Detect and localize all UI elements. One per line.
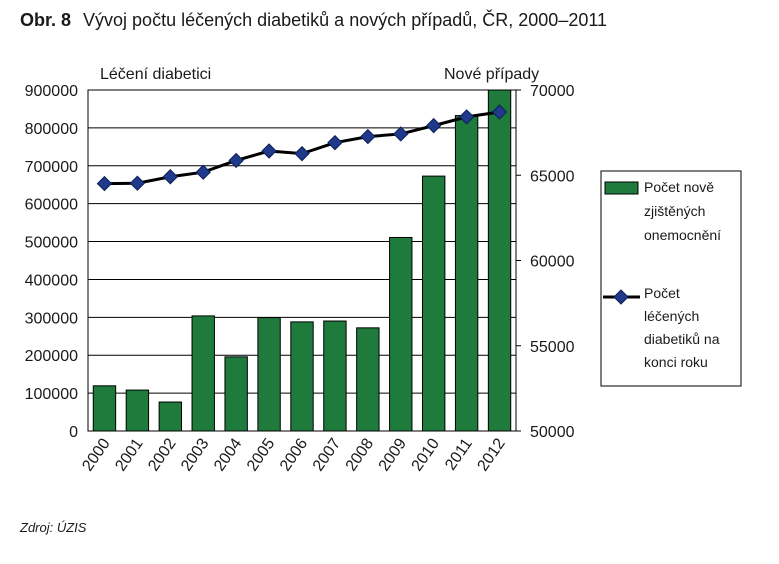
left-tick-label: 700000 (25, 159, 78, 176)
bar (257, 317, 281, 432)
x-tick-label: 2008 (343, 435, 377, 474)
series-marker (425, 117, 442, 134)
left-tick-label: 200000 (25, 348, 78, 365)
right-axis: 50000 55000 60000 65000 70000 (516, 83, 575, 441)
series-marker (129, 175, 146, 191)
x-tick-label: 2009 (376, 435, 410, 474)
left-tick-label: 0 (69, 424, 78, 441)
legend-label-line: Počet nově (644, 179, 714, 195)
legend-label-line: zjištěných (644, 203, 705, 219)
bar (125, 389, 150, 432)
bar (454, 115, 479, 432)
right-tick-label: 65000 (530, 168, 575, 185)
bar (191, 315, 215, 432)
x-tick-label: 2000 (79, 435, 113, 474)
bar (290, 321, 314, 432)
bar (224, 356, 248, 432)
left-tick-label: 600000 (25, 197, 78, 214)
legend-label-line: onemocnění (644, 227, 721, 243)
bar-series (92, 89, 512, 432)
x-axis: 2000200120022003200420052006200720082009… (79, 435, 508, 474)
x-tick-label: 2005 (244, 435, 278, 474)
bar (487, 89, 512, 432)
series-marker (360, 128, 376, 145)
left-tick-label: 500000 (25, 235, 78, 252)
x-tick-label: 2004 (211, 435, 245, 474)
x-tick-label: 2010 (409, 435, 443, 474)
legend-box (600, 170, 742, 387)
source-note: Zdroj: ÚZIS (20, 520, 87, 535)
left-tick-label: 300000 (25, 310, 78, 327)
series-marker (327, 134, 343, 151)
left-tick-label: 800000 (25, 121, 78, 138)
legend-marker-swatch (613, 289, 629, 305)
x-tick-label: 2006 (277, 435, 311, 474)
right-tick-label: 60000 (530, 254, 575, 271)
legend-label-line: léčených (644, 308, 699, 324)
series-marker (458, 109, 475, 125)
series-marker (294, 145, 310, 162)
bar (421, 175, 446, 432)
line-series (96, 104, 508, 192)
left-tick-label: 100000 (25, 386, 78, 403)
series-marker (393, 126, 409, 142)
legend-bar-swatch (604, 181, 639, 195)
bar (389, 236, 413, 432)
x-tick-label: 2001 (112, 435, 146, 474)
bar (356, 327, 380, 432)
bar (158, 401, 183, 432)
left-axis: 0 100000 200000 300000 400000 500000 600000 700… (25, 83, 78, 441)
x-tick-label: 2007 (310, 435, 344, 474)
legend-label-line: konci roku (644, 354, 708, 370)
series-marker (162, 169, 179, 185)
series-marker (261, 143, 277, 159)
right-axis-title: Nové případy (444, 66, 539, 83)
series-marker (96, 175, 113, 192)
series-marker (228, 152, 244, 169)
legend-label-line: diabetiků na (644, 331, 720, 347)
series-marker (195, 164, 211, 180)
series-marker (491, 104, 508, 120)
x-tick-label: 2011 (442, 435, 476, 473)
x-tick-label: 2012 (474, 435, 508, 474)
legend-label-line: Počet (644, 285, 680, 301)
bar (92, 385, 117, 432)
left-axis-title: Léčení diabetici (100, 66, 211, 83)
figure-number: Obr. 8 (20, 10, 72, 30)
x-tick-label: 2002 (145, 435, 179, 474)
legend: Počet nově zjištěných onemocnění Počet léčen… (600, 170, 742, 387)
bar (323, 320, 347, 432)
figure-title: Obr. 8 Vývoj počtu léčených diabetiků a n… (20, 10, 607, 31)
right-tick-label: 55000 (530, 339, 575, 356)
left-tick-label: 400000 (25, 272, 78, 289)
legend-label-bars: Počet nově zjištěných onemocnění (644, 179, 721, 243)
x-tick-label: 2003 (178, 435, 212, 474)
figure-title-text: Vývoj počtu léčených diabetiků a nových … (83, 10, 608, 30)
left-tick-label: 900000 (25, 83, 78, 100)
right-tick-label: 70000 (530, 83, 575, 100)
legend-label-line-series: Počet léčených diabetiků na konci roku (644, 285, 720, 370)
right-tick-label: 50000 (530, 424, 575, 441)
